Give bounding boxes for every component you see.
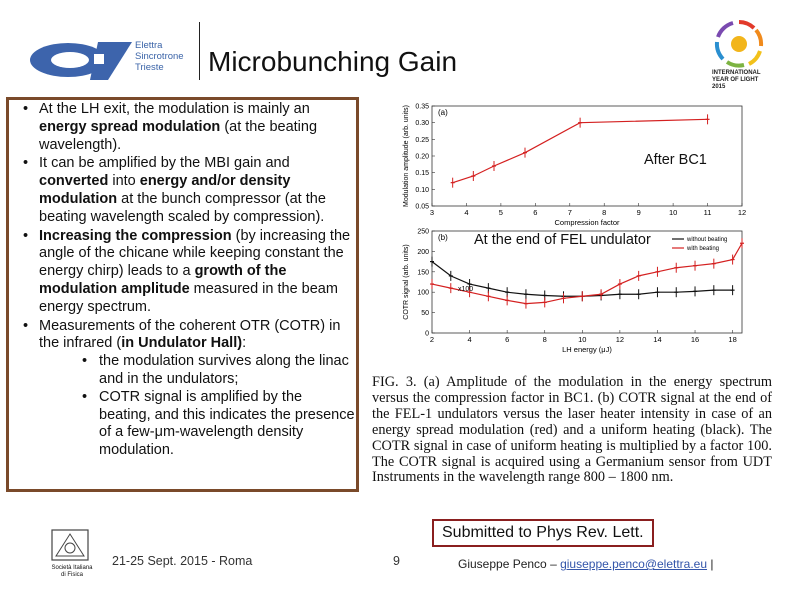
x-tick-label: 3 [430,208,434,217]
bullet-text: : [242,335,247,352]
sif-caption: Società Italiana di Fisica [44,565,100,579]
y-tick-label: 0.05 [415,204,429,211]
y-axis-label: COTR signal (arb. units) [403,244,410,319]
y-tick-label: 200 [417,249,429,256]
y-tick-label: 0.30 [415,120,429,127]
sub-bullet-item: the modulation survives along the linac … [9,353,356,389]
x-tick-label: 7 [568,208,572,217]
bullet-text-bold: growth of the modulation amplitude [39,263,287,297]
y-tick-label: 250 [417,229,429,236]
y-tick-label: 0.10 [415,187,429,194]
y-tick-label: 0.20 [415,154,429,161]
org-line: Elettra [135,40,163,51]
x-tick-label: 18 [728,335,736,344]
bullet-text: into [108,173,140,190]
y-tick-label: 0.15 [415,170,429,177]
bullet-text-bold: Increasing the compression [39,227,232,244]
bullet-text-bold: energy and/or density modulation [39,173,291,207]
y-tick-label: 100 [417,290,429,297]
iyl-line: YEAR OF LIGHT [712,77,759,83]
page-title: Microbunching Gain [208,46,458,77]
series-line [431,242,743,305]
page-number: 9 [393,554,400,568]
x-tick-label: 11 [704,208,712,217]
figure-caption: FIG. 3. (a) Amplitude of the modulation … [372,374,772,486]
y-tick-label: 0 [425,331,429,338]
legend-label: without beating [686,237,727,243]
x-tick-label: 2 [430,335,434,344]
bullet-text: Measurements of the coherent OTR (COTR) … [39,317,341,352]
bullet-text-bold: converted [39,173,109,190]
legend-label: with beating [686,246,719,252]
footer-author: Giuseppe Penco – giuseppe.penco@elettra.… [458,557,713,571]
elettra-logo [30,42,132,80]
y-tick-label: 150 [417,269,429,276]
author-name: Giuseppe Penco – [458,557,561,571]
x-tick-label: 8 [543,335,547,344]
x-tick-label: 4 [464,208,468,217]
bullet-text: measured in the beam energy spectrum. [39,280,338,315]
submitted-note: Submitted to Phys Rev. Lett. [432,519,654,547]
bullet-item: Measurements of the coherent OTR (COTR) … [9,318,356,354]
panel-label: (a) [438,108,448,117]
x100-annotation: x100 [458,286,473,293]
bullet-text: At the LH exit, the modulation is mainly… [39,101,310,117]
x-tick-label: 10 [578,335,586,344]
x-axis-label: LH energy (μJ) [562,345,612,354]
sif-logo [51,529,89,561]
y-tick-label: 0.35 [415,104,429,111]
iyl-line: 2015 [712,84,726,90]
x-tick-label: 10 [669,208,677,217]
bullet-text: It can be amplified by the MBI gain and [39,155,290,172]
bullet-item: At the LH exit, the modulation is mainly… [9,101,356,154]
x-tick-label: 16 [691,335,699,344]
sif-line: di Fisica [60,572,83,578]
x-tick-label: 12 [738,208,746,217]
chart-cotr-signal: 2 4 6 8 10 12 14 16 18 0 50 100 150 200 250 LH energy (… [403,229,744,354]
sif-line: Società Italiana [51,565,93,571]
bullet-box: At the LH exit, the modulation is mainly… [6,97,359,492]
iyl-line: INTERNATIONAL [712,70,761,76]
series-line [452,118,708,184]
x-axis-label: Compression factor [554,218,620,227]
x-tick-label: 9 [637,208,641,217]
bullet-text: (by increasing the angle of the chicane … [39,227,351,280]
org-line: Sincrotrone [135,51,184,62]
bullet-list: At the LH exit, the modulation is mainly… [9,101,356,460]
panel-label: (b) [438,233,448,242]
chart-modulation-amplitude: 3 4 5 6 7 8 9 10 11 12 0.05 0.10 0.15 0.20 0.25 0.30 0.3… [403,104,746,228]
author-email-link[interactable]: giuseppe.penco@elettra.eu [560,557,708,571]
header-divider [199,22,200,80]
x-tick-label: 4 [467,335,471,344]
x-tick-label: 14 [653,335,661,344]
author-suffix: | [707,557,714,571]
annotation-end-fel: At the end of FEL undulator [472,232,653,248]
bullet-item: Increasing the compression (by increasin… [9,228,356,317]
x-tick-label: 8 [602,208,606,217]
x-tick-label: 12 [616,335,624,344]
bullet-item: It can be amplified by the MBI gain and … [9,155,356,226]
sub-bullet-item: COTR signal is amplified by the beating,… [9,389,356,460]
org-name: Elettra Sincrotrone Trieste [135,40,184,73]
annotation-after-bc1: After BC1 [642,152,709,168]
y-tick-label: 50 [421,310,429,317]
iyl-caption: INTERNATIONAL YEAR OF LIGHT 2015 [712,70,761,91]
bullet-text-bold: energy spread modulation [39,118,221,135]
y-axis-label: Modulation amplitude (arb. units) [403,105,410,207]
org-line: Trieste [135,62,164,73]
footer-date: 21-25 Sept. 2015 - Roma [112,554,253,568]
iyl-logo [714,20,764,68]
x-tick-label: 5 [499,208,503,217]
bullet-text-bold: in Undulator Hall) [121,335,243,352]
x-tick-label: 6 [533,208,537,217]
y-tick-label: 0.25 [415,137,429,144]
x-tick-label: 6 [505,335,509,344]
bullet-text: at the bunch compressor (at the beating … [39,190,326,225]
bullet-text: (at the beating wavelength). [39,118,318,153]
